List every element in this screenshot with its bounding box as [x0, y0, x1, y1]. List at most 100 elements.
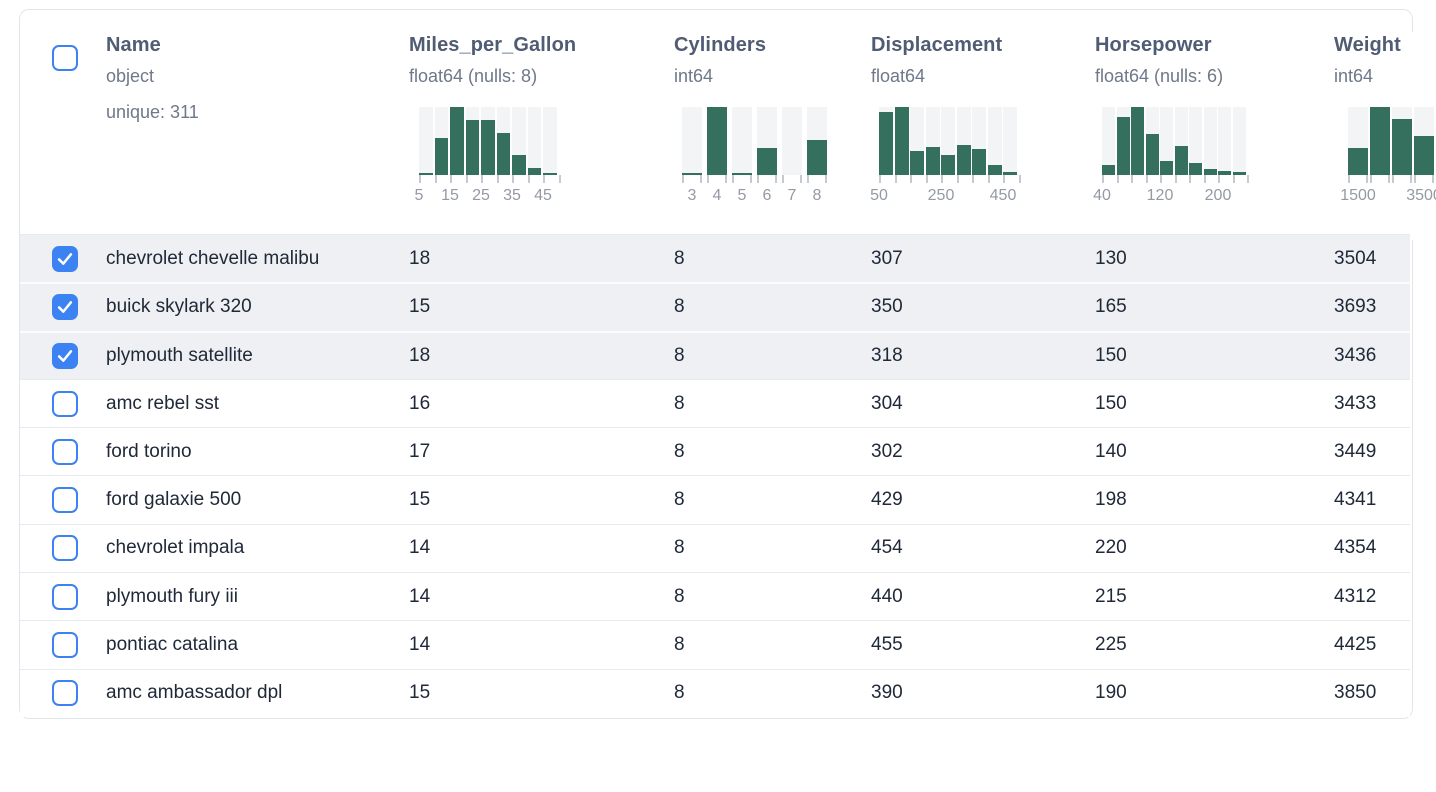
axis-tick [1392, 175, 1412, 183]
axis-tick [894, 175, 909, 183]
histogram-bin [1414, 107, 1434, 175]
histogram-bar [1370, 107, 1390, 175]
axis-tick [972, 175, 986, 183]
row-checkbox[interactable] [52, 245, 78, 272]
axis-tick [419, 175, 433, 183]
cell-value: 307 [871, 247, 903, 269]
histogram-bin [434, 107, 448, 175]
histogram-bar [1003, 171, 1017, 175]
table-row[interactable]: pontiac catalina 14 8 455 225 4425 [20, 620, 1410, 669]
histogram-bin [1232, 107, 1246, 175]
table-row[interactable]: ford torino 17 8 302 140 3449 [20, 427, 1410, 476]
cell-value: 8 [674, 392, 685, 414]
axis-tick-label: 8 [812, 187, 822, 204]
cell-value: 455 [871, 634, 903, 656]
histogram-bin [1392, 107, 1412, 175]
table-row[interactable]: chevrolet impala 14 8 454 220 4354 [20, 523, 1410, 573]
cell-value: 8 [674, 634, 685, 656]
histogram-bars [1102, 107, 1247, 175]
histogram-bin [894, 107, 909, 175]
column-type: int64 [674, 66, 714, 86]
row-checkbox[interactable] [52, 390, 78, 417]
histogram-bin [1160, 107, 1173, 175]
axis-tick [925, 175, 940, 183]
axis-tick [1232, 175, 1246, 183]
histogram-bin [1203, 107, 1217, 175]
axis-tick [1102, 175, 1115, 183]
axis-tick-label: 40 [1093, 187, 1111, 204]
row-checkbox[interactable] [52, 342, 78, 369]
histogram-bin [941, 107, 955, 175]
histogram-bars [879, 107, 1019, 175]
axis-tick [682, 175, 702, 183]
column-title: Horsepower [1095, 34, 1212, 56]
histogram-bin [732, 107, 752, 175]
cell-name: chevrolet impala [106, 537, 245, 559]
axis-tick-label: 50 [870, 187, 888, 204]
row-checkbox-cell [52, 573, 78, 620]
histogram-weight[interactable]: 1500 3500 [1340, 107, 1436, 205]
axis-tick [1145, 175, 1159, 183]
check-icon [57, 349, 73, 362]
cell-value: 3693 [1334, 296, 1377, 318]
row-checkbox-cell [52, 525, 78, 572]
column-header-weight: Weight int64 1500 3500 [1334, 34, 1436, 205]
histogram-bar [543, 172, 557, 175]
histogram-tick-labels: 1500 3500 [1340, 183, 1436, 205]
histogram-displacement[interactable]: 50 250 450 [870, 107, 1021, 205]
histogram-miles_per_gallon[interactable]: 5 15 25 35 45 [415, 107, 561, 205]
cell-name: amc rebel sst [106, 392, 219, 414]
histogram-bin [925, 107, 940, 175]
row-checkbox[interactable] [52, 294, 78, 321]
cell-value: 3449 [1334, 440, 1377, 462]
cell-name: pontiac catalina [106, 634, 239, 656]
table-row[interactable]: plymouth fury iii 14 8 440 215 4312 [20, 572, 1410, 621]
row-checkbox[interactable] [52, 632, 78, 659]
axis-tick-label: 1500 [1340, 187, 1376, 204]
column-type: float64 [871, 66, 926, 86]
cell-value: 8 [674, 440, 685, 462]
table-row[interactable]: amc rebel sst 16 8 304 150 3433 [20, 378, 1410, 428]
column-header-miles_per_gallon: Miles_per_Gallon float64 (nulls: 8) 5 15 25 3… [409, 34, 576, 205]
row-checkbox[interactable] [52, 680, 78, 707]
cell-value: 4354 [1334, 537, 1377, 559]
histogram-horsepower[interactable]: 40 120 200 [1093, 107, 1249, 205]
select-all-checkbox[interactable] [52, 45, 78, 71]
row-checkbox[interactable] [52, 487, 78, 514]
column-header-name: Name object unique: 311 [106, 34, 199, 123]
histogram-bar [925, 147, 940, 175]
row-checkbox[interactable] [52, 438, 78, 465]
cell-value: 14 [409, 585, 431, 607]
histogram-bin [972, 107, 986, 175]
axis-tick [543, 175, 557, 183]
cell-name: ford torino [106, 440, 192, 462]
row-checkbox-cell [52, 670, 78, 717]
table-row[interactable]: buick skylark 320 15 8 350 165 3693 [20, 282, 1410, 331]
row-checkbox-cell [52, 476, 78, 523]
row-checkbox[interactable] [52, 583, 78, 610]
axis-tick [807, 175, 827, 183]
histogram-bin [987, 107, 1002, 175]
histogram-axis [419, 175, 561, 183]
table-row[interactable]: plymouth satellite 18 8 318 150 3436 [20, 330, 1410, 379]
histogram-bar [450, 107, 464, 175]
check-icon [57, 252, 73, 265]
axis-tick [1414, 175, 1434, 183]
cell-value: 220 [1095, 537, 1127, 559]
histogram-bin [1116, 107, 1130, 175]
table-row[interactable]: amc ambassador dpl 15 8 390 190 3850 [20, 668, 1410, 717]
axis-tick [1174, 175, 1188, 183]
histogram-bin [450, 107, 464, 175]
row-checkbox-cell [52, 333, 78, 379]
column-type: object [106, 66, 155, 86]
table-row[interactable]: ford galaxie 500 15 8 429 198 4341 [20, 475, 1410, 524]
table-row[interactable]: chevrolet chevelle malibu 18 8 307 130 3504 [20, 234, 1410, 283]
axis-tick [757, 175, 777, 183]
row-checkbox[interactable] [52, 535, 78, 562]
axis-tick [434, 175, 449, 183]
histogram-bin [481, 107, 495, 175]
histogram-bar [465, 119, 479, 175]
